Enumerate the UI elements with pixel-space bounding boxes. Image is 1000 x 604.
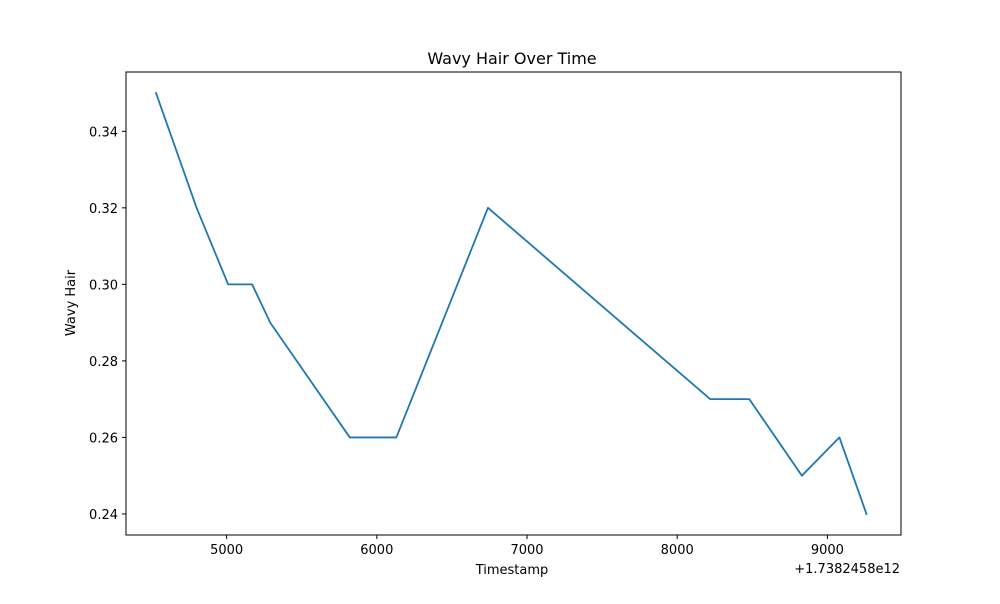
data-point: [865, 513, 867, 515]
x-axis-offset-label: +1.7382458e12: [794, 562, 900, 577]
data-point: [155, 92, 157, 94]
x-tick-label: 5000: [210, 543, 243, 558]
data-point: [269, 322, 271, 324]
plot-area-frame: [125, 71, 902, 536]
data-point: [251, 283, 253, 285]
x-axis-ticks: 5000 6000 7000 8000 9000: [210, 535, 844, 558]
data-point: [395, 436, 397, 438]
x-tick-label: 7000: [510, 543, 543, 558]
data-point: [349, 436, 351, 438]
x-tick-label: 8000: [661, 543, 694, 558]
data-point: [838, 436, 840, 438]
data-point: [801, 475, 803, 477]
y-tick-label: 0.30: [89, 278, 118, 293]
y-axis-ticks: 0.24 0.26 0.28 0.30 0.32 0.34: [89, 125, 126, 523]
y-tick-label: 0.26: [89, 431, 118, 446]
y-tick-label: 0.32: [89, 202, 118, 217]
data-point: [196, 207, 198, 209]
data-point: [748, 398, 750, 400]
y-axis-label: Wavy Hair: [64, 269, 79, 336]
series-line: [154, 91, 868, 516]
data-point: [709, 398, 711, 400]
x-tick-label: 6000: [360, 543, 393, 558]
x-tick-label: 9000: [811, 543, 844, 558]
x-axis-label: Timestamp: [475, 563, 549, 578]
chart-title: Wavy Hair Over Time: [427, 49, 596, 68]
y-tick-label: 0.34: [89, 125, 118, 140]
y-tick-label: 0.28: [89, 355, 118, 370]
series-layer: [154, 91, 868, 516]
data-point: [227, 283, 229, 285]
y-tick-label: 0.24: [89, 508, 118, 523]
data-point: [487, 207, 489, 209]
